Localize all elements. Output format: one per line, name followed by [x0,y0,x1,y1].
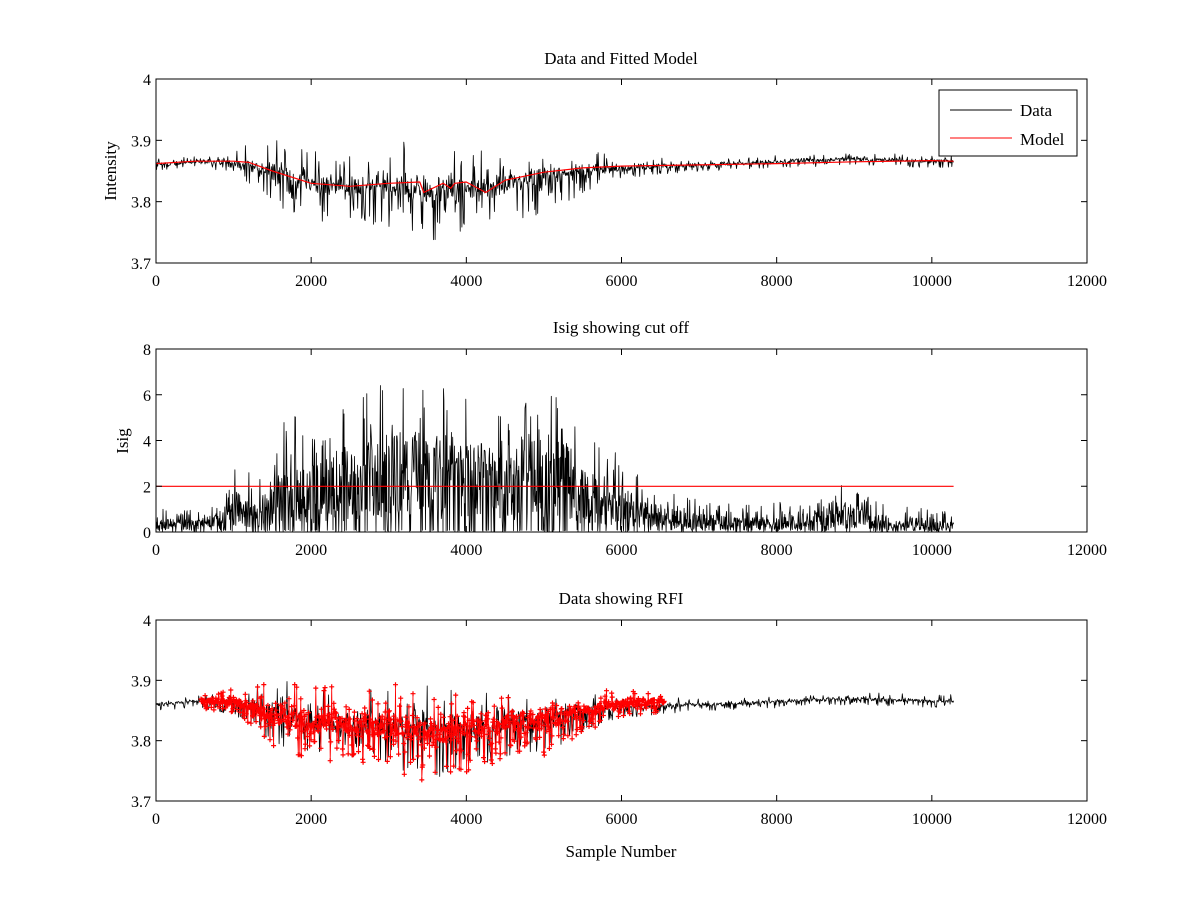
x-tick-label: 2000 [295,542,327,559]
x-tick-label: 0 [152,811,160,828]
x-tick-label: 8000 [761,273,793,290]
x-tick-label: 0 [152,542,160,559]
x-tick-label: 4000 [450,542,482,559]
y-tick-label: 3.8 [131,195,151,212]
y-tick-label: 3.9 [131,673,151,690]
x-tick-label: 10000 [912,542,952,559]
x-tick-label: 10000 [912,811,952,828]
tick-layer: 0 2000 4000 6000 8000 10000 12000 0 2 4 6 8 [143,342,1107,559]
x-tick-label: 4000 [450,811,482,828]
y-tick-label: 4 [143,434,151,451]
y-tick-label: 4 [143,613,151,630]
y-axis-label: Intensity [101,141,120,201]
x-tick-label: 10000 [912,273,952,290]
tick-layer: 0 2000 4000 6000 8000 10000 12000 3.7 3.8 3.9 4 [131,72,1107,290]
y-tick-label: 3.7 [131,256,151,273]
series-layer [155,681,954,783]
x-tick-label: 8000 [761,542,793,559]
subplot-data-showing-rfi: 0 2000 4000 6000 8000 10000 12000 3.7 3.8 3.9 4 Da… [131,589,1107,861]
x-tick-label: 0 [152,273,160,290]
series-line-data [155,140,954,241]
x-tick-label: 2000 [295,811,327,828]
y-tick-label: 3.7 [131,794,151,811]
series-line-isig [155,385,954,533]
x-tick-label: 12000 [1067,811,1107,828]
legend-box [938,89,1078,157]
y-tick-label: 0 [143,525,151,542]
axes-background [156,79,1087,263]
series-line-model [155,160,954,194]
series-layer [155,385,954,533]
x-tick-label: 6000 [606,811,638,828]
series-layer [155,140,954,241]
y-tick-label: 2 [143,479,151,496]
subplot-isig-showing-cut-off: 0 2000 4000 6000 8000 10000 12000 0 2 4 6 8 Isig sh… [113,318,1107,559]
y-tick-label: 8 [143,342,151,359]
chart-title: Data showing RFI [559,589,684,608]
y-tick-label: 6 [143,388,151,405]
subplot-data-and-fitted-model: 0 2000 4000 6000 8000 10000 12000 3.7 3.8 3.9 4 Da… [101,49,1107,290]
x-tick-label: 6000 [606,542,638,559]
x-tick-label: 8000 [761,811,793,828]
series-markers-rfi [198,682,667,783]
x-axis-label: Sample Number [566,842,677,861]
x-tick-label: 2000 [295,273,327,290]
tick-layer: 0 2000 4000 6000 8000 10000 12000 3.7 3.8 3.9 4 [131,613,1107,828]
y-axis-label: Isig [113,428,132,454]
chart-title: Data and Fitted Model [544,49,698,68]
y-tick-label: 3.8 [131,734,151,751]
x-tick-label: 6000 [606,273,638,290]
legend: Data Model [938,89,1078,157]
x-tick-label: 12000 [1067,273,1107,290]
legend-label-data: Data [1020,101,1053,120]
y-tick-label: 3.9 [131,133,151,150]
y-tick-label: 4 [143,72,151,89]
legend-label-model: Model [1020,130,1065,149]
x-tick-label: 12000 [1067,542,1107,559]
x-tick-label: 4000 [450,273,482,290]
chart-title: Isig showing cut off [553,318,689,337]
